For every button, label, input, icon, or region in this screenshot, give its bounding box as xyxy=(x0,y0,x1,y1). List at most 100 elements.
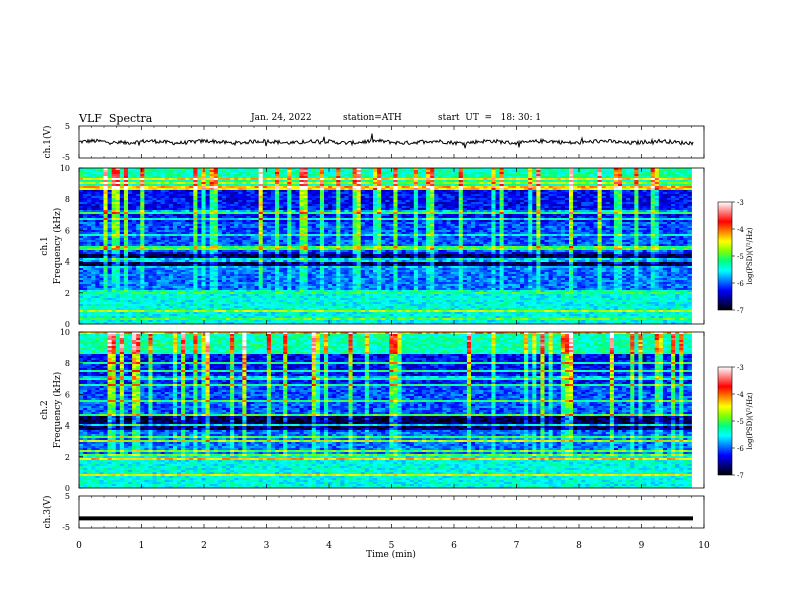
spectrogram-cell xyxy=(450,190,456,193)
spectrogram-cell xyxy=(597,184,603,187)
spectrogram-cell xyxy=(279,196,284,199)
spectrogram-cell xyxy=(111,198,117,201)
spectrogram-cell xyxy=(177,178,182,181)
spectrogram-cell xyxy=(503,174,509,177)
spectrogram-cell xyxy=(79,200,84,203)
spectrogram-cell xyxy=(123,180,129,183)
spectrogram-cell xyxy=(128,206,133,209)
spectrogram-cell xyxy=(548,200,554,203)
spectrogram-cell xyxy=(193,176,198,179)
spectrogram-cell xyxy=(193,180,198,183)
spectrogram-cell xyxy=(213,176,219,179)
spectrogram-cell xyxy=(197,220,202,223)
spectrogram-cell xyxy=(642,182,647,185)
spectrogram-cell xyxy=(475,182,480,185)
spectrogram-cell xyxy=(377,168,382,171)
spectrogram-cell xyxy=(270,174,276,177)
spectrogram-cell xyxy=(650,196,656,199)
spectrogram-cell xyxy=(319,204,325,207)
spectrogram-cell xyxy=(99,180,104,183)
spectrogram-cell xyxy=(99,212,104,215)
spectrogram-cell xyxy=(552,218,558,221)
spectrogram-cell xyxy=(560,216,566,219)
spectrogram-cell xyxy=(336,176,341,179)
spectrogram-cell xyxy=(466,202,472,205)
spectrogram-cell xyxy=(87,192,92,195)
spectrogram-cell xyxy=(156,170,162,173)
spectrogram-cell xyxy=(168,168,174,171)
spectrogram-cell xyxy=(417,190,423,193)
spectrogram-cell xyxy=(168,194,174,197)
spectrogram-cell xyxy=(185,222,190,225)
spectrogram-cell xyxy=(250,208,255,211)
spectrogram-cell xyxy=(491,170,496,173)
spectrogram-cell xyxy=(340,184,345,187)
spectrogram-cell xyxy=(128,186,133,189)
spectrogram-cell xyxy=(266,174,272,177)
spectrogram-cell xyxy=(434,176,439,179)
spectrogram-cell xyxy=(164,182,170,185)
spectrogram-cell xyxy=(434,214,439,217)
spectrogram-cell xyxy=(283,186,288,189)
spectrogram-cell xyxy=(552,168,558,171)
spectrogram-cell xyxy=(115,180,121,183)
spectrogram-cell xyxy=(593,200,598,203)
spectrogram-cell xyxy=(458,186,464,189)
spectrogram-cell xyxy=(581,198,586,201)
spectrogram-cell xyxy=(417,222,423,225)
spectrogram-cell xyxy=(658,208,664,211)
spectrogram-cell xyxy=(156,198,162,201)
spectrogram-cell xyxy=(564,182,570,185)
spectrogram-cell xyxy=(630,202,635,205)
spectrogram-cell xyxy=(234,188,239,191)
spectrogram-cell xyxy=(389,190,394,193)
spectrogram-cell xyxy=(524,218,529,221)
spectrogram-cell xyxy=(230,200,235,203)
spectrogram-cell xyxy=(532,192,537,195)
spectrogram-cell xyxy=(593,194,598,197)
spectrogram-cell xyxy=(667,184,672,187)
spectrogram-cell xyxy=(405,202,411,205)
spectrogram-cell xyxy=(160,208,166,211)
spectrogram-cell xyxy=(205,220,211,223)
spectrogram-cell xyxy=(560,186,566,189)
spectrogram-cell xyxy=(626,196,631,199)
spectrogram-cell xyxy=(242,194,247,197)
spectrogram-cell xyxy=(364,178,370,181)
spectrogram-cell xyxy=(87,220,92,223)
spectrogram-cell xyxy=(83,182,88,185)
spectrogram-cell xyxy=(91,188,96,191)
spectrogram-cell xyxy=(471,210,476,213)
spectrogram-cell xyxy=(201,206,206,209)
spectrogram-cell xyxy=(675,196,680,199)
spectrogram-cell xyxy=(230,190,235,193)
spectrogram-cell xyxy=(270,188,276,191)
spectrogram-cell xyxy=(189,172,194,175)
spectrogram-cell xyxy=(536,180,541,183)
spectrogram-cell xyxy=(536,192,541,195)
spectrogram-cell xyxy=(626,170,631,173)
spectrogram-cell xyxy=(417,188,423,191)
spectrogram-cell xyxy=(217,184,223,187)
spectrogram-cell xyxy=(177,214,182,217)
spectrogram-cell xyxy=(503,176,509,179)
spectrogram-cell xyxy=(213,168,219,171)
spectrogram-cell xyxy=(528,168,533,171)
spectrogram-cell xyxy=(466,172,472,175)
spectrogram-cell xyxy=(299,188,304,191)
spectrogram-cell xyxy=(368,218,374,221)
spectrogram-cell xyxy=(401,198,407,201)
spectrogram-cell xyxy=(270,168,276,171)
spectrogram-cell xyxy=(495,196,500,199)
spectrogram-cell xyxy=(160,192,166,195)
spectrogram-cell xyxy=(221,216,227,219)
spectrogram-cell xyxy=(226,172,231,175)
spectrogram-cell xyxy=(111,214,117,217)
spectrogram-cell xyxy=(377,206,382,209)
spectrogram-cell xyxy=(295,190,300,193)
spectrogram-cell xyxy=(515,216,521,219)
spectrogram-cell xyxy=(234,198,239,201)
spectrogram-cell xyxy=(409,206,415,209)
spectrogram-cell xyxy=(303,216,309,219)
spectrogram-cell xyxy=(266,220,272,223)
